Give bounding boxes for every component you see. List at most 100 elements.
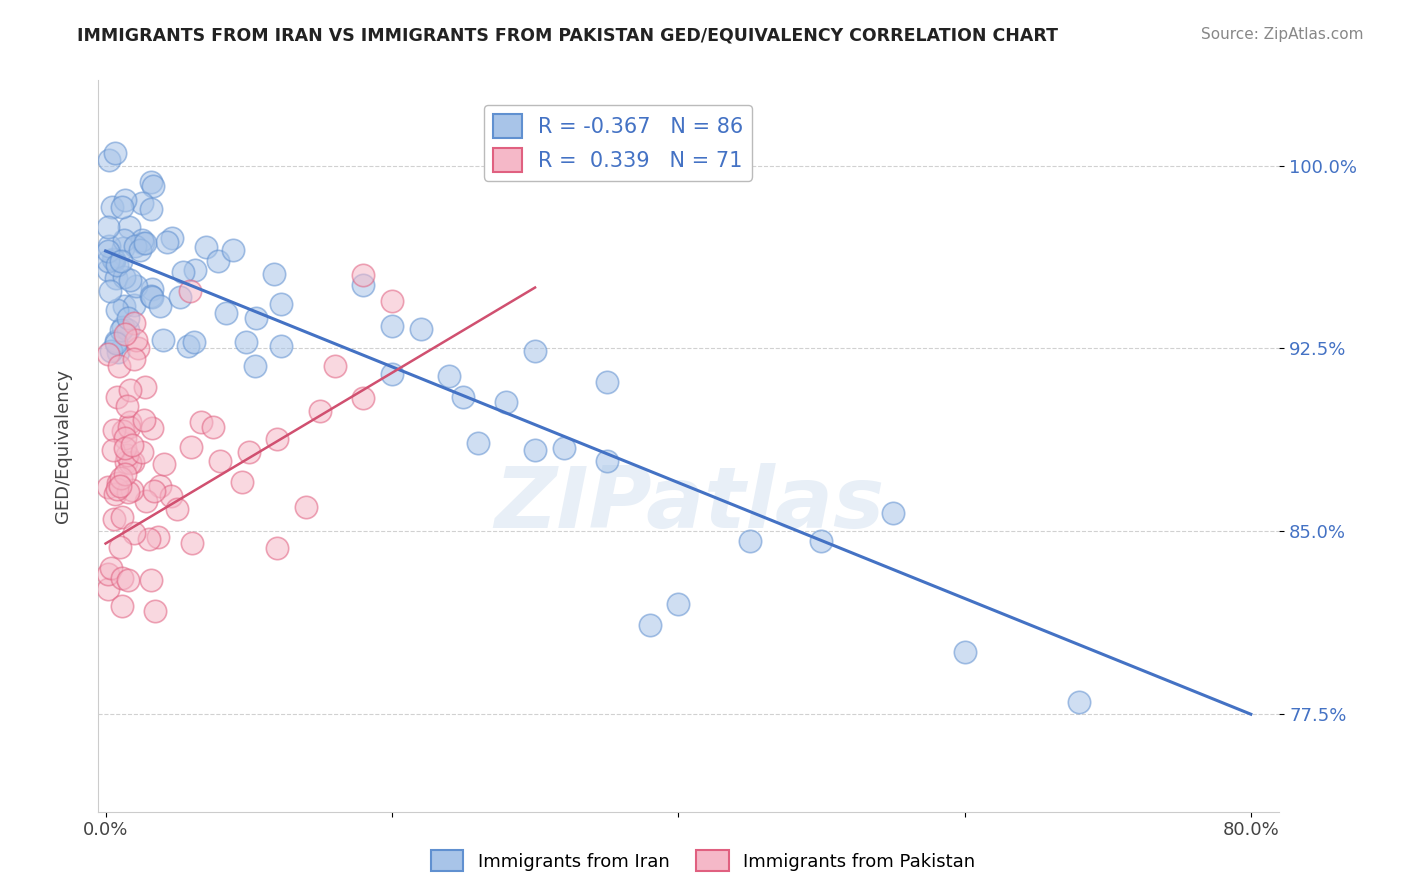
Immigrants from Iran	[110, 322, 132, 336]
Immigrants from Iran	[101, 200, 124, 214]
Immigrants from Iran	[122, 298, 145, 312]
Legend: R = -0.367   N = 86, R =  0.339   N = 71: R = -0.367 N = 86, R = 0.339 N = 71	[484, 105, 752, 180]
Immigrants from Pakistan	[125, 334, 148, 348]
Immigrants from Iran	[169, 290, 191, 304]
Immigrants from Iran	[128, 243, 150, 257]
Immigrants from Pakistan	[120, 415, 142, 429]
Immigrants from Pakistan	[111, 424, 134, 438]
Immigrants from Iran	[149, 299, 172, 313]
Immigrants from Iran	[100, 344, 122, 359]
Immigrants from Iran	[263, 268, 285, 282]
Immigrants from Pakistan	[352, 268, 374, 283]
Immigrants from Iran	[112, 299, 135, 313]
Immigrants from Iran	[103, 252, 125, 267]
Immigrants from Pakistan	[295, 500, 318, 514]
Immigrants from Iran	[381, 368, 404, 382]
Immigrants from Pakistan	[115, 448, 138, 462]
Immigrants from Iran	[270, 339, 292, 353]
Immigrants from Iran	[117, 323, 139, 337]
Immigrants from Pakistan	[105, 483, 128, 497]
Immigrants from Pakistan	[101, 442, 124, 457]
Immigrants from Iran	[107, 344, 129, 359]
Immigrants from Pakistan	[114, 467, 136, 481]
Immigrants from Iran	[112, 269, 135, 284]
Immigrants from Pakistan	[266, 432, 288, 446]
Immigrants from Pakistan	[127, 341, 149, 355]
Immigrants from Iran	[215, 306, 238, 320]
Immigrants from Iran	[222, 244, 245, 258]
Immigrants from Pakistan	[166, 502, 188, 516]
Immigrants from Iran	[595, 453, 617, 467]
Immigrants from Pakistan	[143, 604, 166, 618]
Immigrants from Pakistan	[309, 404, 332, 418]
Immigrants from Pakistan	[180, 440, 202, 454]
Immigrants from Iran	[142, 179, 165, 194]
Immigrants from Iran	[104, 271, 127, 285]
Immigrants from Iran	[104, 146, 127, 161]
Immigrants from Pakistan	[108, 359, 131, 374]
Immigrants from Pakistan	[120, 456, 142, 470]
Immigrants from Pakistan	[97, 582, 120, 597]
Immigrants from Iran	[111, 200, 134, 214]
Immigrants from Iran	[207, 253, 229, 268]
Immigrants from Iran	[101, 252, 124, 266]
Immigrants from Iran	[103, 252, 125, 267]
Immigrants from Pakistan	[149, 478, 172, 492]
Immigrants from Pakistan	[114, 441, 136, 455]
Immigrants from Pakistan	[107, 476, 129, 491]
Immigrants from Pakistan	[115, 400, 138, 414]
Immigrants from Pakistan	[153, 457, 176, 471]
Text: GED/Equivalency: GED/Equivalency	[55, 369, 72, 523]
Immigrants from Pakistan	[117, 484, 139, 499]
Immigrants from Iran	[105, 258, 128, 272]
Immigrants from Iran	[243, 359, 266, 374]
Immigrants from Iran	[104, 334, 127, 348]
Immigrants from Pakistan	[238, 444, 260, 458]
Immigrants from Iran	[195, 240, 218, 254]
Immigrants from Iran	[118, 220, 141, 235]
Immigrants from Iran	[810, 534, 832, 549]
Immigrants from Iran	[97, 262, 120, 277]
Text: Source: ZipAtlas.com: Source: ZipAtlas.com	[1201, 27, 1364, 42]
Immigrants from Pakistan	[97, 480, 120, 494]
Immigrants from Pakistan	[97, 566, 120, 581]
Immigrants from Pakistan	[201, 420, 224, 434]
Text: ZIPatlas: ZIPatlas	[494, 463, 884, 546]
Immigrants from Iran	[98, 284, 121, 298]
Immigrants from Iran	[141, 202, 163, 216]
Immigrants from Iran	[270, 297, 292, 311]
Immigrants from Pakistan	[118, 419, 141, 434]
Immigrants from Iran	[177, 339, 200, 353]
Immigrants from Pakistan	[103, 511, 125, 525]
Immigrants from Pakistan	[190, 415, 212, 429]
Immigrants from Pakistan	[103, 423, 125, 437]
Immigrants from Iran	[97, 220, 120, 235]
Immigrants from Iran	[97, 153, 120, 168]
Immigrants from Pakistan	[117, 574, 139, 588]
Immigrants from Iran	[105, 303, 128, 318]
Immigrants from Pakistan	[115, 455, 138, 469]
Immigrants from Iran	[1067, 695, 1090, 709]
Text: IMMIGRANTS FROM IRAN VS IMMIGRANTS FROM PAKISTAN GED/EQUIVALENCY CORRELATION CHA: IMMIGRANTS FROM IRAN VS IMMIGRANTS FROM …	[77, 27, 1059, 45]
Immigrants from Iran	[467, 436, 489, 450]
Immigrants from Iran	[172, 265, 194, 279]
Immigrants from Pakistan	[111, 599, 134, 614]
Immigrants from Iran	[184, 263, 207, 277]
Immigrants from Iran	[134, 235, 156, 250]
Immigrants from Iran	[738, 533, 761, 548]
Immigrants from Pakistan	[121, 483, 143, 497]
Immigrants from Iran	[104, 335, 127, 350]
Immigrants from Iran	[437, 369, 460, 384]
Immigrants from Pakistan	[381, 294, 404, 309]
Immigrants from Iran	[110, 253, 132, 268]
Immigrants from Pakistan	[114, 431, 136, 445]
Immigrants from Iran	[131, 233, 153, 247]
Immigrants from Pakistan	[118, 383, 141, 397]
Immigrants from Pakistan	[131, 445, 153, 459]
Immigrants from Pakistan	[139, 573, 162, 587]
Immigrants from Pakistan	[111, 571, 134, 585]
Immigrants from Pakistan	[132, 413, 155, 427]
Immigrants from Pakistan	[122, 526, 145, 541]
Immigrants from Pakistan	[110, 471, 132, 485]
Legend: Immigrants from Iran, Immigrants from Pakistan: Immigrants from Iran, Immigrants from Pa…	[423, 843, 983, 879]
